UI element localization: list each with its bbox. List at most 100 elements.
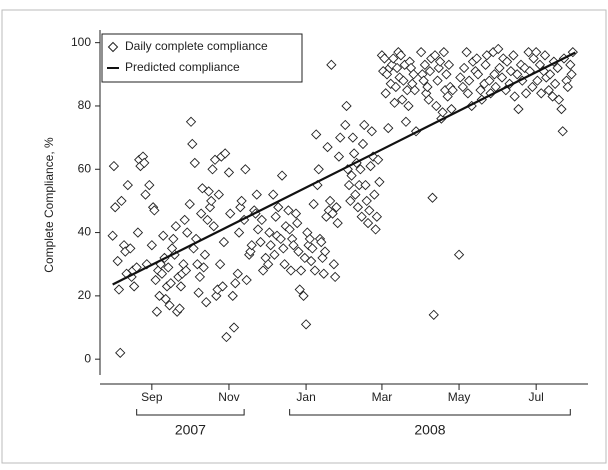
data-point [423, 94, 434, 105]
data-point [366, 126, 377, 137]
data-point [326, 59, 337, 70]
data-point [275, 233, 286, 245]
x-tick-label: Mar [372, 390, 393, 404]
legend-marker [107, 41, 119, 53]
data-point [383, 122, 394, 134]
data-point [327, 208, 338, 219]
data-point [206, 195, 217, 207]
data-point [174, 303, 185, 314]
data-point [295, 265, 307, 276]
y-tick-label: 60 [78, 161, 92, 175]
data-point [255, 236, 266, 248]
y-tick-label: 0 [84, 351, 91, 365]
data-point [309, 265, 321, 276]
data-point [144, 179, 155, 191]
data-point [278, 243, 289, 254]
data-point [115, 347, 126, 358]
data-point [505, 66, 517, 77]
data-point [519, 62, 530, 74]
data-point [390, 81, 401, 93]
data-point [151, 306, 163, 317]
data-point [523, 47, 534, 58]
data-point [283, 205, 294, 216]
data-point [350, 189, 361, 200]
data-point [218, 236, 230, 248]
data-point [531, 47, 542, 58]
data-point [352, 202, 364, 213]
data-point [362, 217, 374, 229]
data-point [402, 85, 413, 96]
data-point [374, 176, 385, 188]
data-point [424, 66, 436, 77]
data-point [175, 281, 187, 292]
data-point [388, 53, 399, 64]
data-point [441, 69, 452, 80]
data-point [484, 75, 495, 86]
data-point [293, 246, 304, 257]
data-point [341, 100, 352, 112]
data-point [196, 208, 207, 219]
data-point [107, 230, 118, 241]
data-point [194, 271, 206, 283]
data-point [304, 233, 316, 245]
data-point [269, 249, 280, 260]
data-point [158, 230, 169, 241]
data-point [256, 214, 267, 226]
y-tick-label: 20 [78, 288, 92, 302]
year-bracket [136, 409, 245, 416]
data-point [150, 274, 161, 286]
y-tick-label: 80 [78, 98, 92, 112]
year-bracket [289, 409, 571, 416]
data-point [189, 157, 200, 169]
data-point [236, 195, 247, 207]
data-point [288, 240, 299, 251]
data-point [400, 116, 412, 127]
legend-box [101, 33, 303, 83]
data-point [265, 240, 276, 251]
data-point [335, 132, 346, 143]
data-point [113, 284, 125, 295]
data-point [313, 164, 324, 175]
data-point [214, 259, 226, 270]
data-point [549, 78, 561, 89]
data-point [464, 75, 475, 86]
data-point [160, 293, 171, 305]
data-point [357, 138, 369, 150]
data-point [475, 85, 486, 96]
data-point [156, 268, 168, 279]
data-point [273, 202, 284, 213]
data-point [544, 69, 556, 80]
data-point [204, 202, 216, 213]
year-label: 2008 [414, 422, 445, 438]
data-point [509, 91, 520, 102]
data-point [128, 281, 140, 292]
data-point [164, 300, 175, 311]
data-point [395, 50, 407, 61]
data-point [346, 170, 357, 181]
data-point [434, 56, 446, 67]
data-point [547, 91, 558, 102]
data-point [193, 287, 204, 298]
data-point [480, 59, 491, 70]
data-point [330, 271, 341, 283]
data-point [317, 252, 328, 264]
data-point [397, 94, 408, 105]
data-point [508, 50, 519, 61]
data-point [567, 47, 578, 58]
data-point [539, 50, 551, 61]
data-point [453, 249, 465, 260]
data-point [359, 119, 370, 131]
data-point [437, 107, 448, 118]
legend-label: Daily complete compliance [125, 39, 268, 53]
data-point [207, 164, 218, 175]
data-point [108, 160, 120, 172]
data-point [331, 202, 342, 213]
data-point [557, 126, 568, 137]
x-tick-label: May [448, 390, 471, 404]
frame [1, 9, 607, 464]
data-point [284, 224, 295, 235]
data-point [187, 138, 198, 150]
data-point [501, 56, 513, 67]
y-tick-label: 100 [71, 35, 91, 49]
data-point [294, 284, 305, 295]
